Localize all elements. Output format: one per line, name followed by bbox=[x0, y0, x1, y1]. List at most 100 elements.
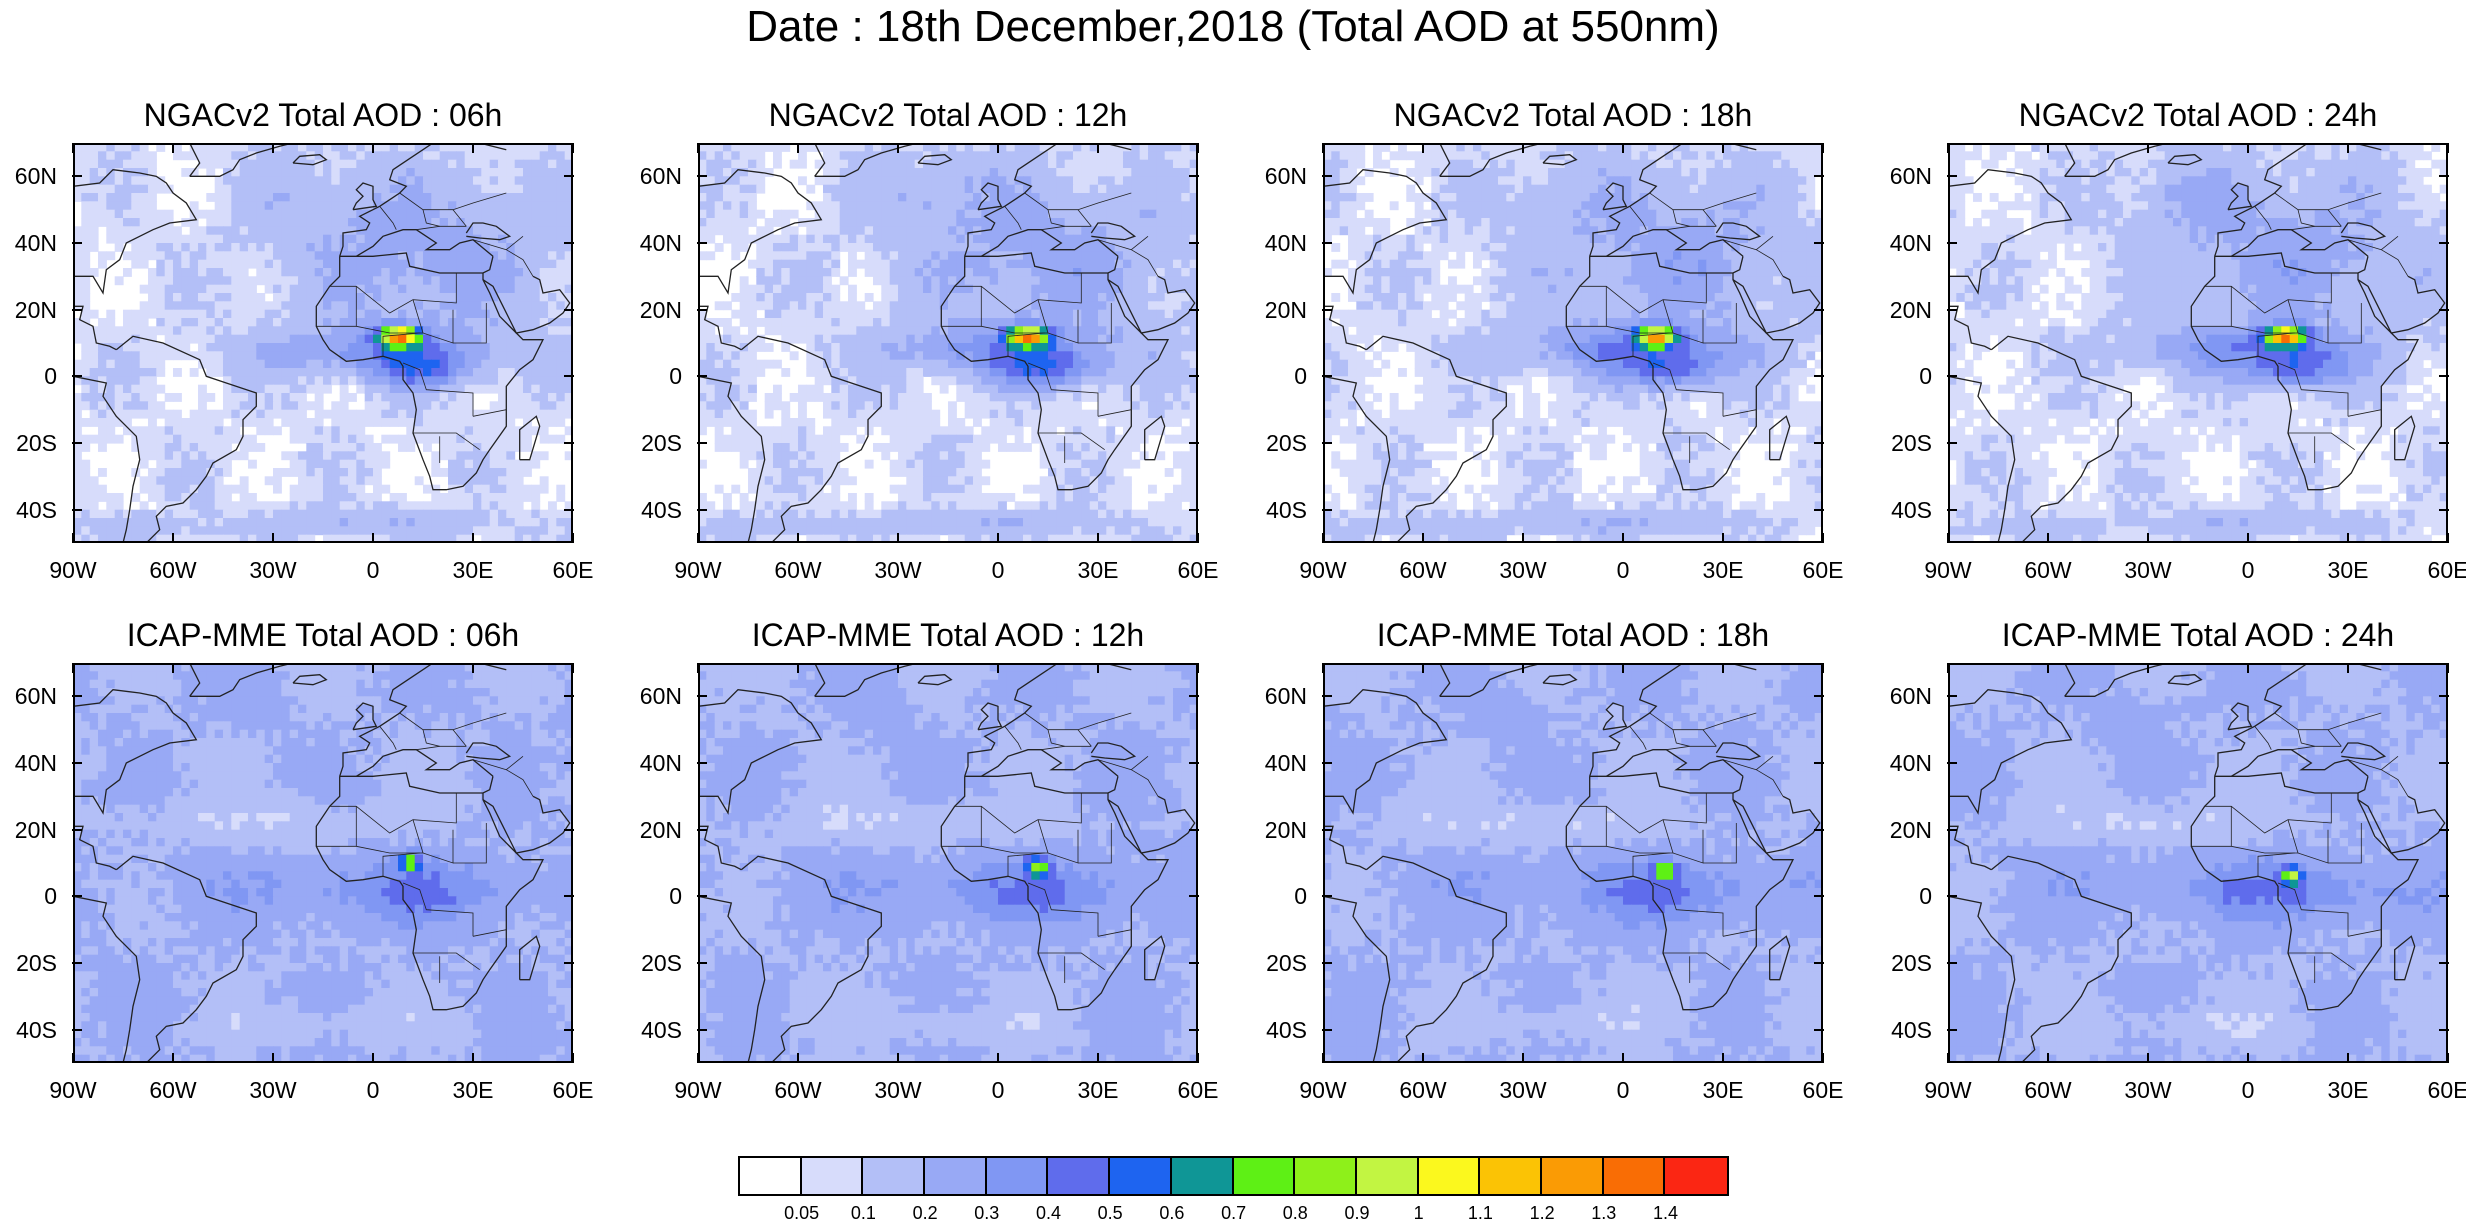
tick-mark bbox=[997, 143, 999, 153]
colorbar-swatch bbox=[1604, 1158, 1666, 1194]
colorbar-label: 0.05 bbox=[772, 1203, 832, 1223]
tick-mark bbox=[1322, 762, 1332, 764]
tick-mark bbox=[1189, 509, 1199, 511]
tick-mark bbox=[572, 143, 574, 153]
tick-mark bbox=[1189, 375, 1199, 377]
tick-mark bbox=[2439, 442, 2449, 444]
lat-tick-label: 0 bbox=[1876, 883, 1932, 909]
lat-tick-label: 20S bbox=[1251, 950, 1307, 976]
lon-tick-label: 60W bbox=[1388, 1077, 1458, 1103]
lon-tick-label: 60E bbox=[2413, 557, 2466, 583]
colorbar-swatch bbox=[1048, 1158, 1110, 1194]
tick-mark bbox=[172, 1053, 174, 1063]
tick-mark bbox=[1189, 309, 1199, 311]
lon-tick-label: 30E bbox=[438, 557, 508, 583]
tick-mark bbox=[1947, 143, 1949, 153]
tick-mark bbox=[1947, 695, 1957, 697]
tick-mark bbox=[1722, 1053, 1724, 1063]
tick-mark bbox=[797, 663, 799, 673]
colorbar-swatch bbox=[1234, 1158, 1296, 1194]
tick-mark bbox=[564, 762, 574, 764]
tick-mark bbox=[1947, 309, 1957, 311]
tick-mark bbox=[572, 533, 574, 543]
aod-map bbox=[698, 143, 1198, 543]
lon-tick-label: 60W bbox=[763, 1077, 833, 1103]
colorbar-label: 0.4 bbox=[1019, 1203, 1079, 1223]
tick-mark bbox=[2447, 1053, 2449, 1063]
tick-mark bbox=[2147, 143, 2149, 153]
colorbar-swatch bbox=[1295, 1158, 1357, 1194]
lat-tick-label: 60N bbox=[1251, 683, 1307, 709]
tick-mark bbox=[172, 663, 174, 673]
tick-mark bbox=[697, 1053, 699, 1063]
aod-map bbox=[1323, 143, 1823, 543]
tick-mark bbox=[1947, 442, 1957, 444]
tick-mark bbox=[1322, 962, 1332, 964]
lat-tick-label: 60N bbox=[1876, 163, 1932, 189]
tick-mark bbox=[564, 442, 574, 444]
tick-mark bbox=[272, 143, 274, 153]
lon-tick-label: 0 bbox=[963, 557, 1033, 583]
lat-tick-label: 20N bbox=[1, 297, 57, 323]
tick-mark bbox=[1097, 1053, 1099, 1063]
colorbar-label: 1 bbox=[1389, 1203, 1449, 1223]
tick-mark bbox=[564, 375, 574, 377]
lon-tick-label: 60E bbox=[1163, 1077, 1233, 1103]
tick-mark bbox=[72, 829, 82, 831]
tick-mark bbox=[1622, 143, 1624, 153]
colorbar-label: 0.8 bbox=[1265, 1203, 1325, 1223]
tick-mark bbox=[2247, 143, 2249, 153]
lat-tick-label: 0 bbox=[1251, 363, 1307, 389]
lat-tick-label: 20S bbox=[626, 950, 682, 976]
tick-mark bbox=[2439, 962, 2449, 964]
tick-mark bbox=[2347, 533, 2349, 543]
aod-field bbox=[73, 143, 573, 543]
tick-mark bbox=[1814, 762, 1824, 764]
tick-mark bbox=[2047, 143, 2049, 153]
tick-mark bbox=[897, 143, 899, 153]
tick-mark bbox=[697, 663, 699, 673]
lon-tick-label: 0 bbox=[1588, 557, 1658, 583]
tick-mark bbox=[1422, 143, 1424, 153]
lon-tick-label: 30W bbox=[2113, 557, 2183, 583]
tick-mark bbox=[1097, 533, 1099, 543]
lon-tick-label: 0 bbox=[1588, 1077, 1658, 1103]
tick-mark bbox=[2439, 242, 2449, 244]
tick-mark bbox=[997, 663, 999, 673]
tick-mark bbox=[472, 663, 474, 673]
tick-mark bbox=[1722, 663, 1724, 673]
tick-mark bbox=[1814, 695, 1824, 697]
tick-mark bbox=[1814, 895, 1824, 897]
colorbar-swatch bbox=[1172, 1158, 1234, 1194]
tick-mark bbox=[1822, 533, 1824, 543]
colorbar-swatch bbox=[1665, 1158, 1727, 1194]
aod-field bbox=[1948, 663, 2448, 1063]
tick-mark bbox=[1814, 1029, 1824, 1031]
tick-mark bbox=[1322, 509, 1332, 511]
tick-mark bbox=[697, 829, 707, 831]
lat-tick-label: 0 bbox=[1, 883, 57, 909]
tick-mark bbox=[564, 242, 574, 244]
tick-mark bbox=[1422, 1053, 1424, 1063]
panel-title: NGACv2 Total AOD : 24h bbox=[1888, 96, 2466, 134]
lon-tick-label: 30W bbox=[863, 557, 933, 583]
lon-tick-label: 0 bbox=[338, 1077, 408, 1103]
tick-mark bbox=[1722, 143, 1724, 153]
lon-tick-label: 30W bbox=[1488, 1077, 1558, 1103]
lon-tick-label: 60W bbox=[138, 557, 208, 583]
lon-tick-label: 30W bbox=[2113, 1077, 2183, 1103]
tick-mark bbox=[1189, 829, 1199, 831]
tick-mark bbox=[572, 1053, 574, 1063]
tick-mark bbox=[697, 962, 707, 964]
tick-mark bbox=[72, 762, 82, 764]
lon-tick-label: 60W bbox=[2013, 1077, 2083, 1103]
lat-tick-label: 60N bbox=[1, 163, 57, 189]
lat-tick-label: 40N bbox=[626, 230, 682, 256]
lon-tick-label: 60E bbox=[1163, 557, 1233, 583]
tick-mark bbox=[697, 895, 707, 897]
tick-mark bbox=[72, 663, 74, 673]
